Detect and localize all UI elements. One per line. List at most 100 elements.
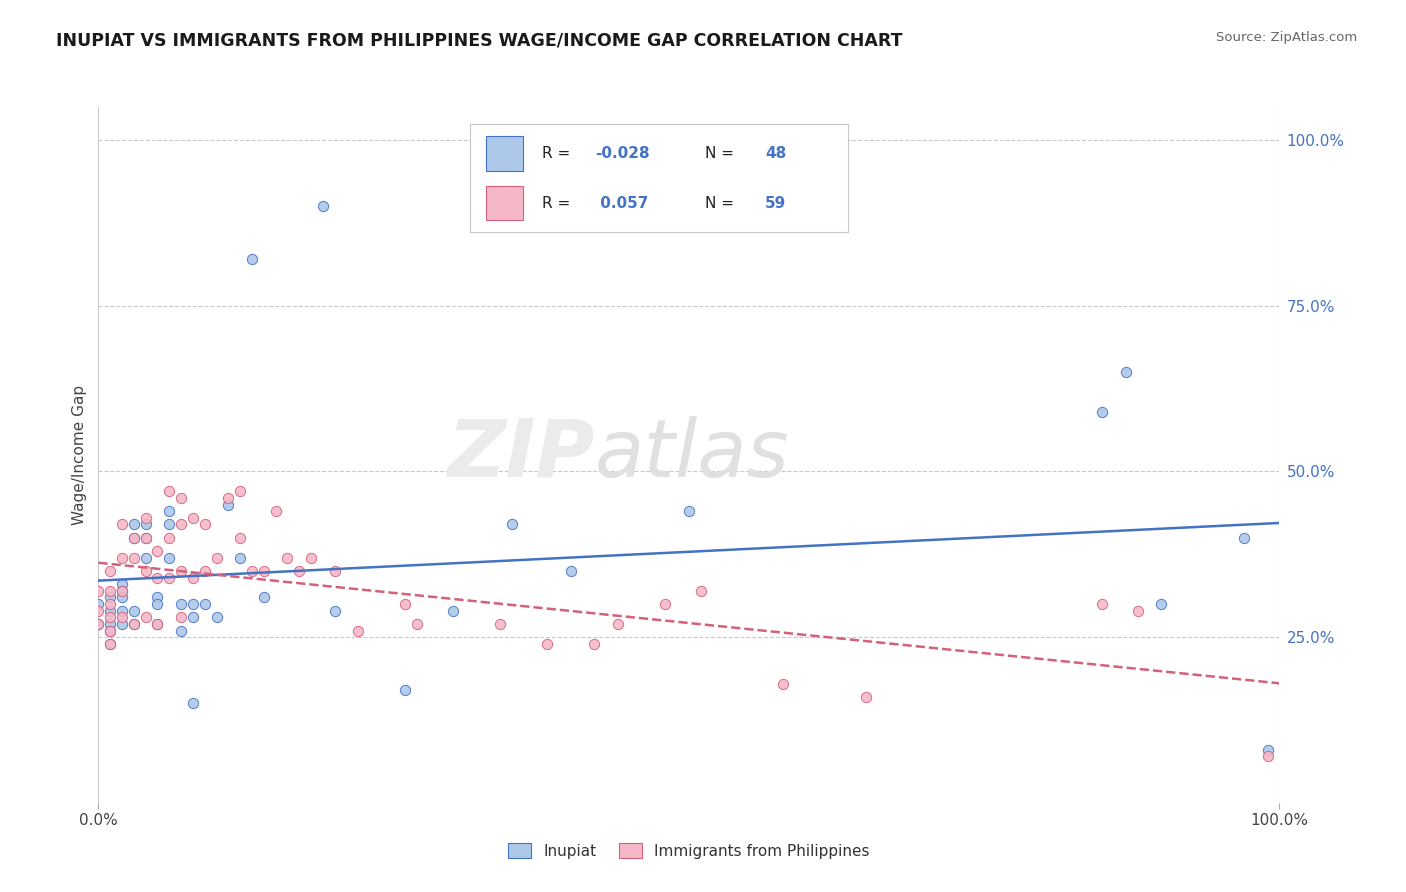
Point [146, 616, 169, 631]
Point [181, 610, 204, 624]
Point [111, 550, 134, 565]
Point [1257, 749, 1279, 764]
Point [240, 564, 263, 578]
Point [1126, 604, 1149, 618]
Legend: Inupiat, Immigrants from Philippines: Inupiat, Immigrants from Philippines [502, 837, 876, 864]
Point [323, 604, 346, 618]
Point [157, 517, 180, 532]
Point [111, 517, 134, 532]
Point [111, 610, 134, 624]
Point [98, 624, 121, 638]
Point [394, 683, 416, 698]
Point [157, 484, 180, 499]
Point [229, 550, 252, 565]
Point [276, 550, 298, 565]
Point [170, 491, 193, 505]
Point [1115, 365, 1137, 379]
Point [98, 624, 121, 638]
Point [157, 531, 180, 545]
Point [1150, 597, 1173, 611]
Point [240, 252, 263, 267]
Point [181, 511, 204, 525]
Point [170, 517, 193, 532]
Point [560, 564, 582, 578]
Point [157, 550, 180, 565]
Point [347, 624, 370, 638]
Point [122, 531, 145, 545]
Point [194, 564, 217, 578]
Point [288, 564, 311, 578]
Point [299, 550, 322, 565]
Point [678, 504, 700, 518]
Point [1233, 531, 1256, 545]
Point [98, 616, 121, 631]
Point [98, 637, 121, 651]
Point [181, 597, 204, 611]
Point [122, 517, 145, 532]
Point [1257, 743, 1279, 757]
Point [170, 564, 193, 578]
Point [217, 491, 239, 505]
Point [87, 616, 110, 631]
Point [122, 550, 145, 565]
Point [583, 637, 606, 651]
Point [146, 544, 169, 558]
Point [217, 498, 239, 512]
Text: Source: ZipAtlas.com: Source: ZipAtlas.com [1216, 31, 1357, 45]
Point [501, 517, 523, 532]
Point [253, 591, 276, 605]
Point [122, 531, 145, 545]
Point [406, 616, 429, 631]
Point [111, 616, 134, 631]
Point [98, 597, 121, 611]
Text: atlas: atlas [595, 416, 789, 494]
Point [135, 550, 157, 565]
Point [1091, 405, 1114, 419]
Point [441, 604, 464, 618]
Point [135, 564, 157, 578]
Point [135, 610, 157, 624]
Point [194, 597, 217, 611]
Point [87, 616, 110, 631]
Point [122, 604, 145, 618]
Point [146, 616, 169, 631]
Point [170, 624, 193, 638]
Y-axis label: Wage/Income Gap: Wage/Income Gap [72, 384, 87, 525]
Point [98, 637, 121, 651]
Point [772, 676, 794, 690]
Point [122, 616, 145, 631]
Point [689, 583, 711, 598]
Point [146, 591, 169, 605]
Point [194, 517, 217, 532]
Point [146, 570, 169, 584]
Point [135, 517, 157, 532]
Point [135, 531, 157, 545]
Text: INUPIAT VS IMMIGRANTS FROM PHILIPPINES WAGE/INCOME GAP CORRELATION CHART: INUPIAT VS IMMIGRANTS FROM PHILIPPINES W… [56, 31, 903, 49]
Point [157, 504, 180, 518]
Point [87, 597, 110, 611]
Point [87, 604, 110, 618]
Point [489, 616, 512, 631]
Text: ZIP: ZIP [447, 416, 595, 494]
Point [654, 597, 676, 611]
Point [111, 604, 134, 618]
Point [229, 484, 252, 499]
Point [264, 504, 287, 518]
Point [98, 564, 121, 578]
Point [98, 591, 121, 605]
Point [229, 531, 252, 545]
Point [323, 564, 346, 578]
Point [312, 199, 335, 213]
Point [87, 583, 110, 598]
Point [253, 564, 276, 578]
Point [111, 583, 134, 598]
Point [205, 610, 228, 624]
Point [111, 577, 134, 591]
Point [111, 591, 134, 605]
Point [181, 570, 204, 584]
Point [855, 690, 877, 704]
Point [170, 610, 193, 624]
Point [181, 697, 204, 711]
Point [1091, 597, 1114, 611]
Point [98, 604, 121, 618]
